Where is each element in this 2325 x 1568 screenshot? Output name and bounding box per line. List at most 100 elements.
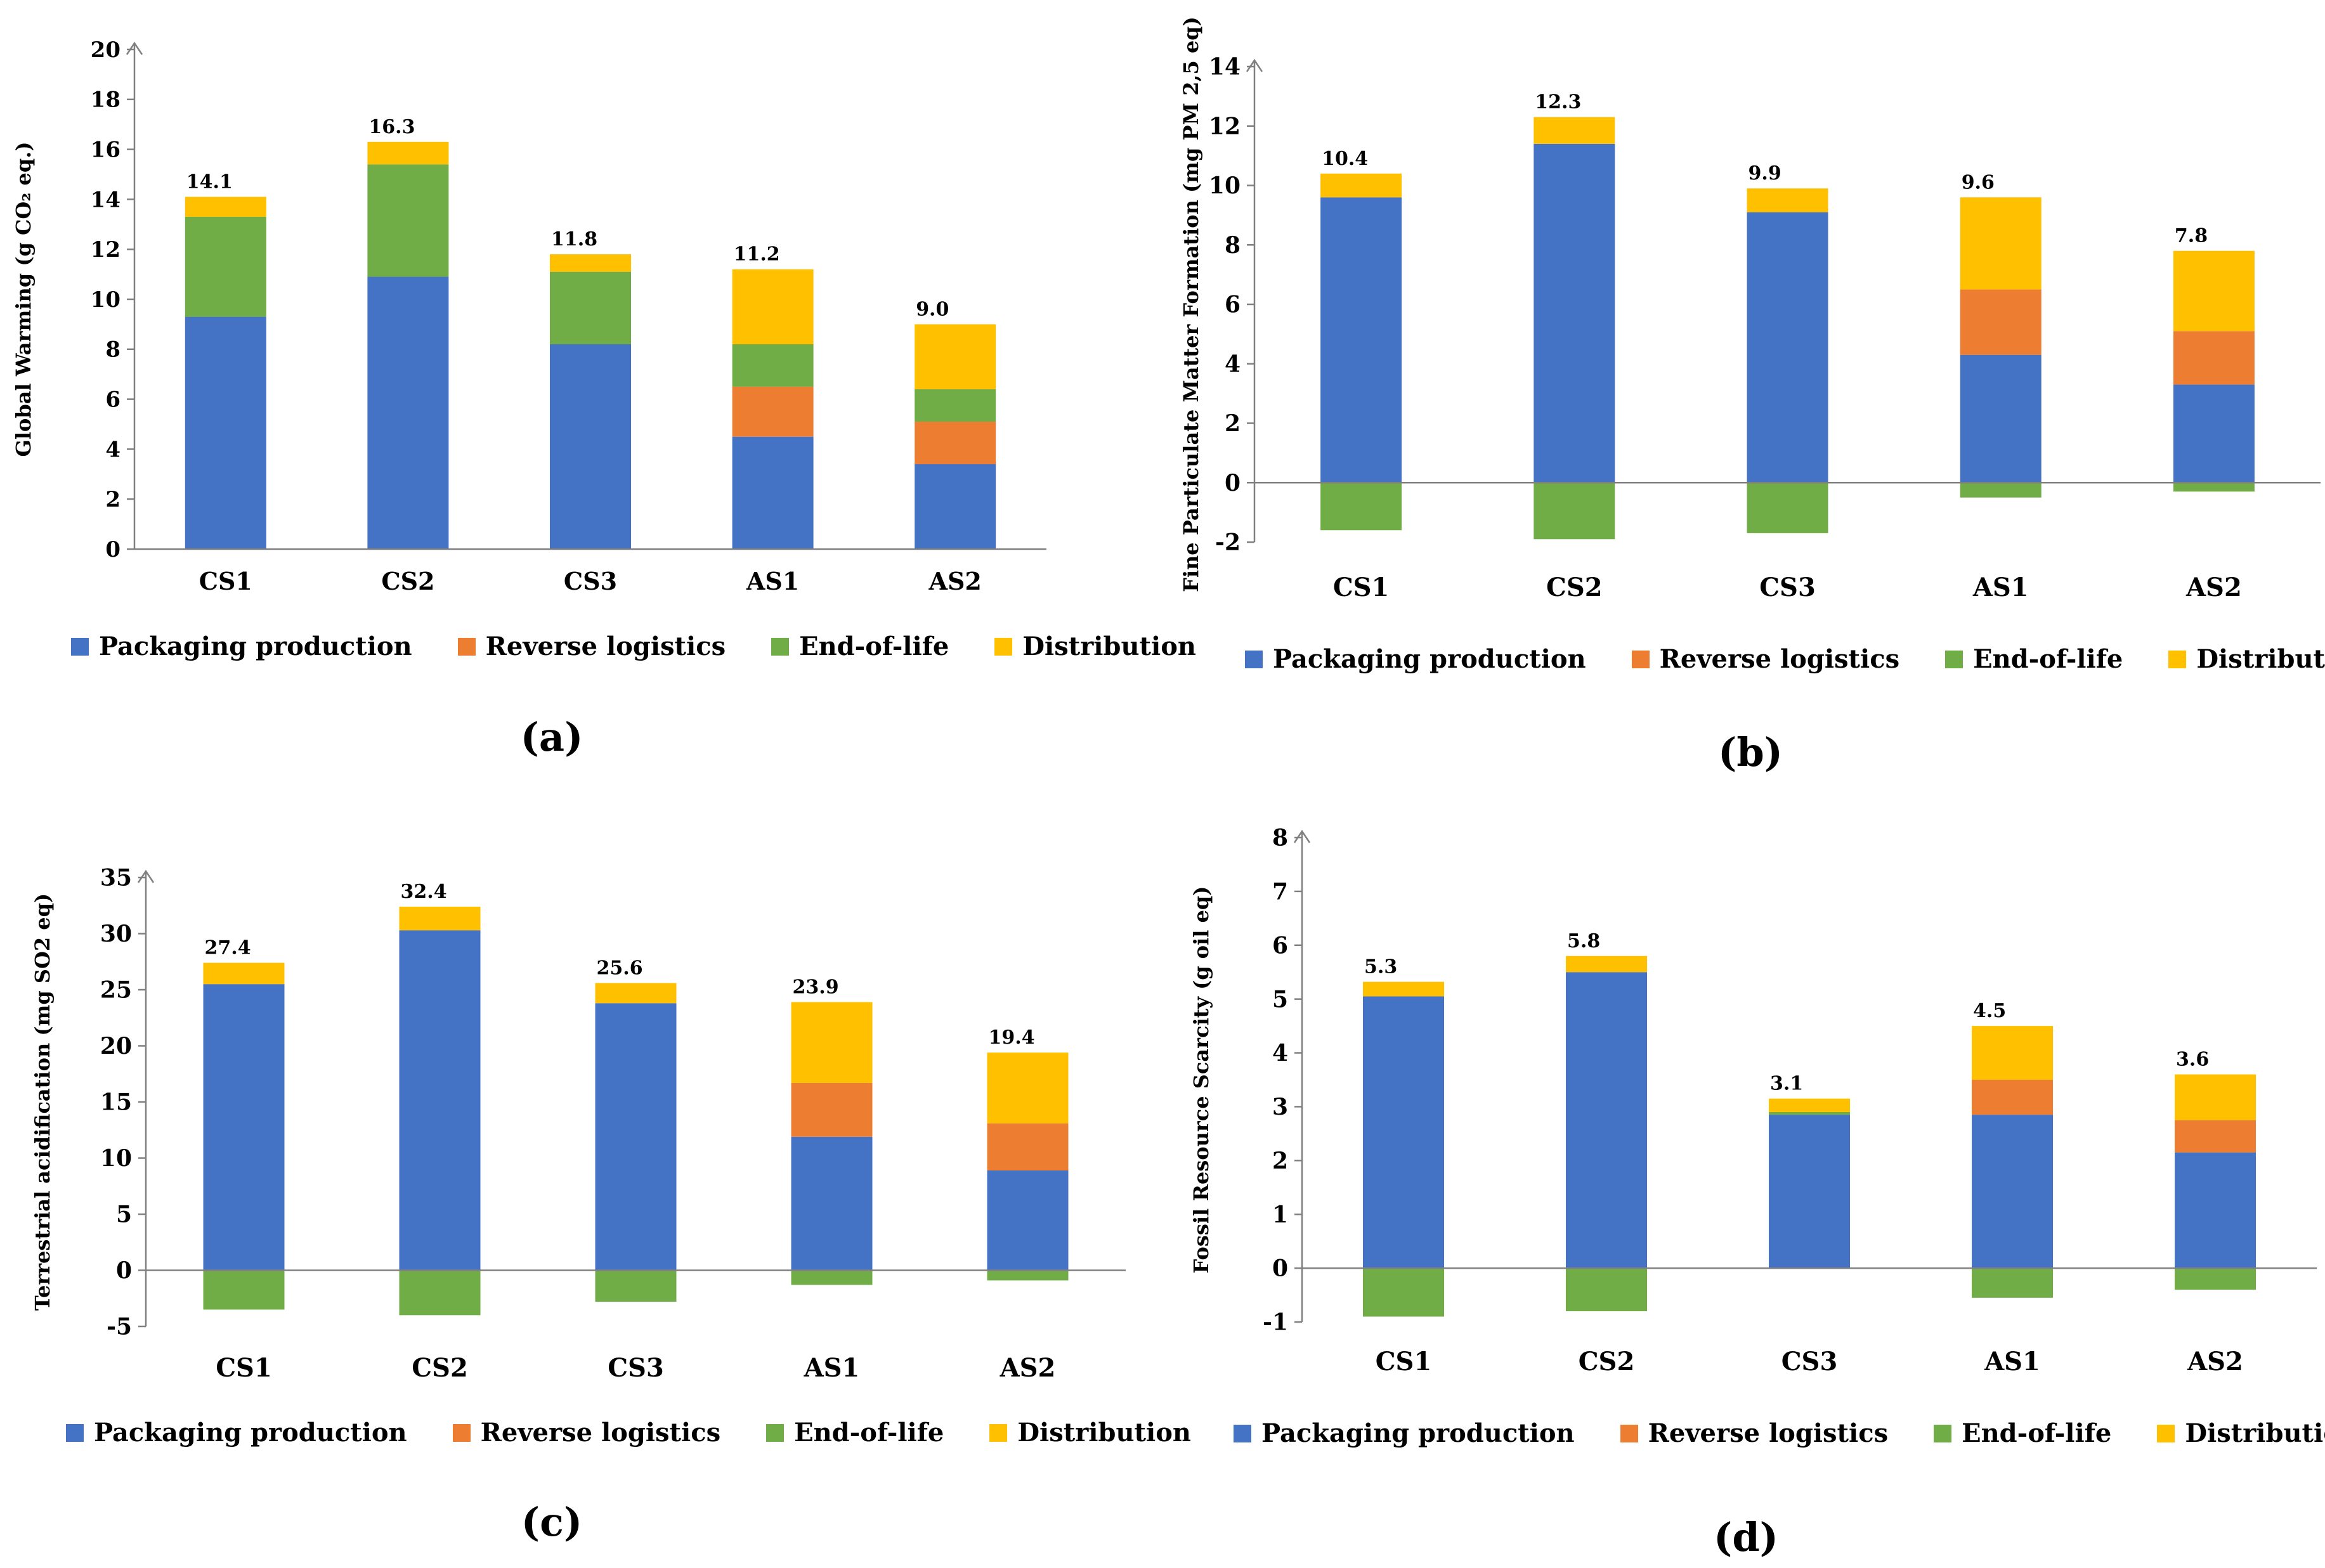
y-tick-label: 0: [1272, 1255, 1288, 1282]
chart-panel-c: -5 0 5 10 15 20 25 30 35 Terrestrial acidificatio…: [0, 784, 1191, 1568]
y-tick-label: 20: [91, 37, 120, 63]
bar-packaging-production-as2: [987, 1170, 1069, 1271]
bar-distribution-as1: [1972, 1026, 2053, 1080]
legend-swatch-distribution: [2168, 650, 2187, 668]
bar-total-label: 16.3: [368, 116, 415, 138]
bar-total-label: 25.6: [597, 957, 643, 979]
x-category-label: CS3: [564, 567, 617, 595]
bar-packaging-production-as2: [2173, 384, 2255, 483]
y-tick-label: 10: [100, 1145, 132, 1172]
legend-a: Packaging production Reverse logistics E…: [71, 632, 1242, 661]
legend-swatch-end-of-life: [771, 637, 790, 656]
legend-label: End-of-life: [1962, 1418, 2112, 1448]
y-tick-label: 16: [91, 138, 120, 163]
bar-packaging-production-as1: [791, 1136, 873, 1271]
bar-distribution-as1: [732, 269, 814, 344]
legend-swatch-packaging-production: [1234, 1424, 1251, 1442]
legend-item-packaging-production: Packaging production: [1234, 1418, 1575, 1448]
y-axis-arrow: [1246, 58, 1263, 72]
bar-packaging-production-cs1: [1363, 996, 1444, 1269]
y-tick-label: 6: [1225, 292, 1241, 318]
bar-packaging-production-cs3: [595, 1003, 677, 1271]
bar-end-of-life-as1: [1972, 1268, 2053, 1298]
bar-reverse-logistics-as1: [791, 1082, 873, 1137]
legend-item-distribution: Distribution: [2157, 1418, 2325, 1448]
bar-packaging-production-cs1: [203, 984, 285, 1271]
y-tick-label: 20: [100, 1033, 132, 1059]
legend-label: Distribution: [2185, 1418, 2325, 1448]
x-category-label: AS1: [804, 1353, 860, 1383]
legend-swatch-distribution: [2157, 1424, 2175, 1442]
bar-total-label: 7.8: [2175, 225, 2208, 247]
x-category-label: AS1: [1972, 573, 2029, 602]
legend-d: Packaging production Reverse logistics E…: [1234, 1418, 2325, 1448]
bar-end-of-life-cs2: [1566, 1268, 1647, 1312]
y-tick-label: 0: [105, 537, 120, 562]
panel-label-d: (d): [1713, 1514, 1779, 1560]
legend-b: Packaging production Reverse logistics E…: [1245, 644, 2325, 674]
x-category-label: AS2: [928, 567, 982, 595]
x-category-label: CS2: [1546, 573, 1603, 602]
legend-swatch-packaging-production: [1245, 650, 1263, 668]
bar-total-label: 11.8: [551, 228, 597, 250]
x-category-label: CS3: [1781, 1347, 1838, 1377]
y-tick-label: 35: [100, 865, 132, 891]
bar-distribution-cs1: [185, 197, 266, 217]
legend-label: Distribution: [2196, 644, 2325, 674]
bar-total-label: 14.1: [186, 171, 233, 193]
legend-swatch-packaging-production: [66, 1423, 84, 1442]
legend-label: Packaging production: [94, 1418, 407, 1448]
chart-c-svg: -5 0 5 10 15 20 25 30 35 Terrestrial acidificatio…: [30, 865, 1126, 1383]
bar-packaging-production-cs3: [550, 344, 631, 549]
bar-total-label: 5.3: [1364, 956, 1397, 978]
x-category-label: CS1: [216, 1353, 272, 1383]
y-axis-title: Fine Particulate Matter Formation (mg PM…: [1179, 16, 1203, 592]
bar-end-of-life-as2: [2173, 483, 2255, 492]
bar-end-of-life-cs2: [399, 1270, 481, 1316]
bar-end-of-life-as1: [732, 344, 814, 387]
y-tick-label: 8: [105, 337, 120, 363]
chart-a-svg: 0 2 4 6 8 10 12 14 16 18 20 Global Warming (g CO₂ e…: [11, 37, 1046, 595]
bar-distribution-as2: [2173, 250, 2255, 332]
legend-item-end-of-life: End-of-life: [771, 632, 949, 661]
bar-end-of-life-as2: [987, 1270, 1069, 1281]
legend-swatch-end-of-life: [766, 1423, 785, 1442]
y-tick-label: 5: [1272, 986, 1288, 1013]
bar-end-of-life-cs2: [1534, 483, 1615, 540]
y-tick-label: 12: [1209, 113, 1241, 139]
x-category-label: CS2: [381, 567, 434, 595]
bar-reverse-logistics-as2: [2173, 331, 2255, 385]
y-tick-label: 4: [105, 437, 120, 462]
legend-item-distribution: Distribution: [2168, 644, 2325, 674]
legend-label: End-of-life: [799, 632, 949, 661]
legend-item-reverse-logistics: Reverse logistics: [452, 1418, 720, 1448]
bar-end-of-life-cs3: [1747, 483, 1828, 533]
bar-end-of-life-as1: [791, 1270, 873, 1285]
y-axis-arrow: [1293, 829, 1311, 843]
y-tick-label: 2: [105, 487, 120, 512]
y-tick-label: 4: [1225, 351, 1241, 377]
bar-reverse-logistics-as1: [1960, 289, 2042, 355]
legend-item-reverse-logistics: Reverse logistics: [1620, 1418, 1888, 1448]
bar-end-of-life-cs1: [203, 1270, 285, 1310]
y-tick-label: 5: [116, 1202, 132, 1228]
bar-total-label: 23.9: [793, 976, 839, 998]
bar-total-label: 9.0: [916, 298, 949, 320]
bar-distribution-as1: [1960, 197, 2042, 290]
y-tick-label: 6: [105, 387, 120, 413]
legend-item-end-of-life: End-of-life: [1934, 1418, 2111, 1448]
y-tick-label: -1: [1263, 1309, 1288, 1336]
y-tick-label: 6: [1272, 932, 1288, 959]
bar-distribution-cs1: [203, 962, 285, 985]
y-tick-label: 12: [91, 237, 120, 262]
y-tick-label: 1: [1272, 1202, 1288, 1228]
bar-distribution-cs3: [1747, 188, 1828, 212]
bar-packaging-production-cs2: [367, 276, 449, 549]
legend-swatch-packaging-production: [71, 637, 89, 656]
bar-total-label: 4.5: [1973, 1000, 2006, 1022]
legend-label: Packaging production: [99, 632, 412, 661]
x-category-label: CS1: [1333, 573, 1390, 602]
legend-label: Reverse logistics: [1648, 1418, 1889, 1448]
panel-label-c: (c): [521, 1499, 583, 1545]
x-category-label: CS1: [199, 567, 252, 595]
